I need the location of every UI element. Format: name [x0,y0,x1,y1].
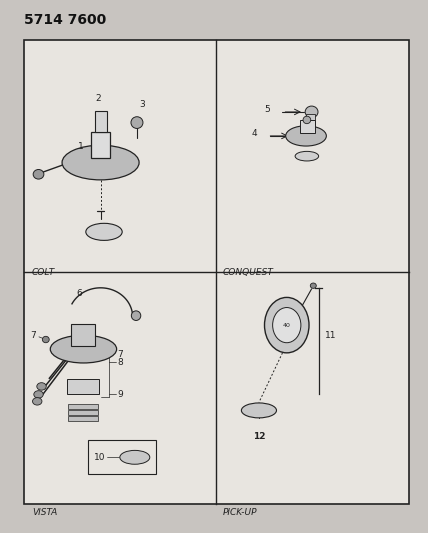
Text: 11: 11 [325,332,337,340]
Text: 8: 8 [118,358,123,367]
Text: 4: 4 [251,129,257,138]
Ellipse shape [303,116,311,124]
Ellipse shape [42,336,49,343]
Text: COLT: COLT [32,269,55,277]
Text: VISTA: VISTA [32,508,57,517]
Ellipse shape [33,169,44,179]
FancyBboxPatch shape [95,111,107,132]
Ellipse shape [37,383,46,390]
Ellipse shape [241,403,276,418]
Ellipse shape [33,398,42,405]
Text: 7: 7 [118,350,123,359]
Text: 5: 5 [264,105,270,114]
Ellipse shape [131,117,143,128]
Ellipse shape [86,223,122,240]
Text: 7: 7 [31,332,36,340]
Ellipse shape [62,145,139,180]
Text: CONQUEST: CONQUEST [223,269,273,277]
FancyBboxPatch shape [68,404,98,409]
FancyBboxPatch shape [68,410,98,415]
Circle shape [273,308,301,343]
FancyBboxPatch shape [71,324,95,346]
Text: 9: 9 [118,390,123,399]
FancyBboxPatch shape [24,40,409,504]
Text: 40: 40 [283,322,291,328]
Text: 2: 2 [95,94,101,103]
Ellipse shape [120,450,150,464]
Ellipse shape [305,106,318,118]
Text: 3: 3 [139,100,145,109]
Text: 5714 7600: 5714 7600 [24,13,106,27]
Text: 1: 1 [78,142,83,151]
Ellipse shape [295,151,318,161]
Text: 6: 6 [76,289,82,298]
Ellipse shape [34,391,43,398]
Ellipse shape [310,283,316,288]
Circle shape [265,297,309,353]
FancyBboxPatch shape [300,120,315,133]
Text: 10: 10 [94,453,106,462]
Ellipse shape [131,311,141,320]
Ellipse shape [286,126,326,146]
FancyBboxPatch shape [91,132,110,158]
FancyBboxPatch shape [306,114,315,124]
Ellipse shape [51,335,116,363]
Text: 12: 12 [253,432,265,441]
Text: PICK-UP: PICK-UP [223,508,257,517]
FancyBboxPatch shape [67,379,99,394]
FancyBboxPatch shape [68,416,98,421]
